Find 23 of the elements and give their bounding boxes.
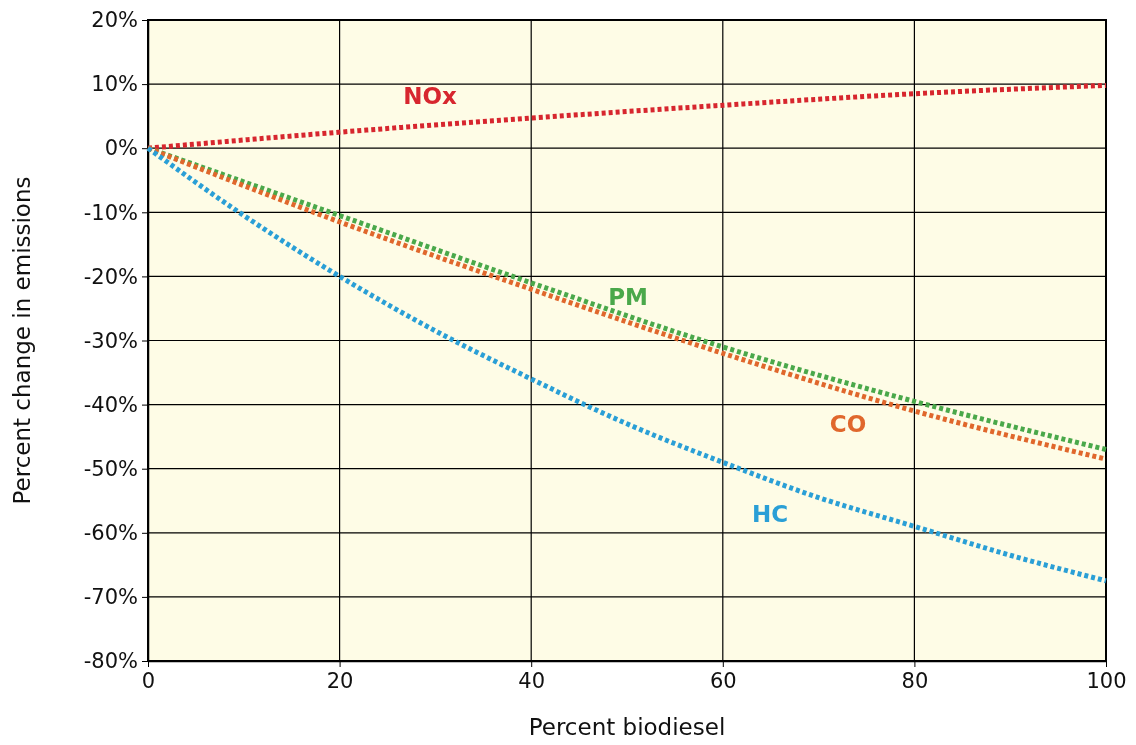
y-tick-label: -50% [83, 456, 138, 481]
y-tick-label: -70% [83, 585, 138, 610]
y-tick-label: 0% [104, 136, 138, 161]
x-tick-label: 40 [518, 668, 546, 693]
x-axis-title: Percent biodiesel [528, 714, 726, 740]
y-tick-label: -80% [83, 649, 138, 674]
x-tick-label: 60 [709, 668, 737, 693]
y-tick-label: -10% [83, 200, 138, 225]
x-tick-label: 20 [326, 668, 354, 693]
x-tick-label: 80 [901, 668, 929, 693]
series-label: HC [751, 501, 789, 527]
y-tick-label: 10% [91, 72, 138, 97]
x-tick-label: 100 [1086, 668, 1127, 693]
y-tick-label: -20% [83, 264, 138, 289]
y-tick-label: 20% [91, 8, 138, 33]
y-axis-title: Percent change in emissions [9, 176, 35, 505]
series-label: CO [829, 411, 867, 437]
series-label: PM [608, 284, 648, 310]
x-tick-label: 0 [141, 668, 156, 693]
series-label: NOx [403, 83, 457, 109]
y-tick-label: -40% [83, 392, 138, 417]
y-tick-label: -30% [83, 328, 138, 353]
y-tick-label: -60% [83, 521, 138, 546]
